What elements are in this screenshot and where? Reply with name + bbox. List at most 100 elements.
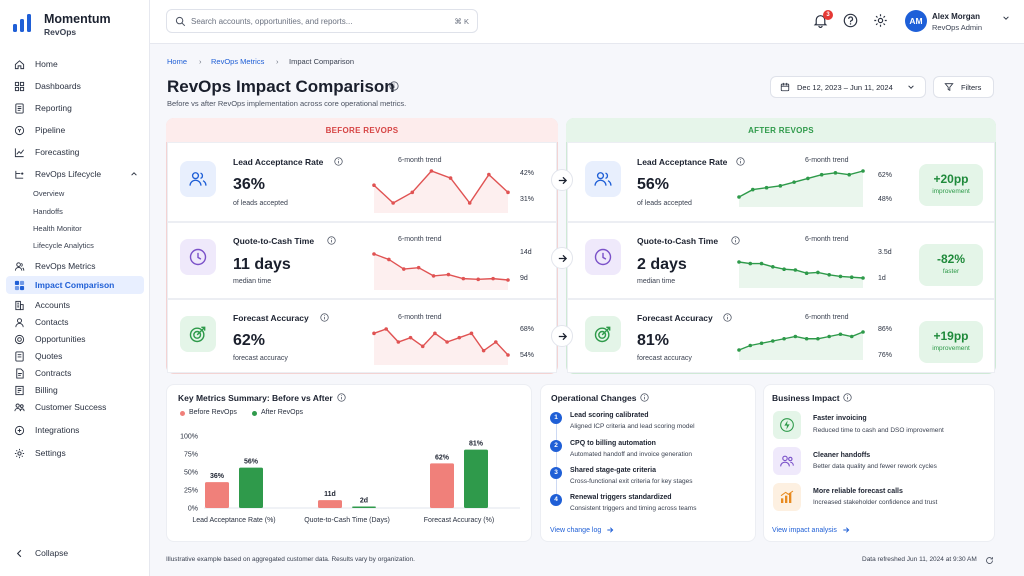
sparkline-point bbox=[759, 261, 764, 266]
info-icon[interactable] bbox=[736, 157, 745, 166]
collapse-button[interactable]: Collapse bbox=[6, 544, 144, 562]
date-range-picker[interactable]: Dec 12, 2023 – Jun 11, 2024 bbox=[770, 76, 926, 98]
chevron-down-icon[interactable] bbox=[1002, 14, 1010, 22]
sparkline-line bbox=[373, 328, 509, 356]
metric-caption: forecast accuracy bbox=[233, 355, 288, 362]
metric-caption: of leads accepted bbox=[637, 200, 692, 207]
trend-chart-after bbox=[737, 169, 865, 207]
trend-chart-after bbox=[737, 260, 865, 288]
trend-icon bbox=[14, 147, 24, 157]
step-title: Renewal triggers standardized bbox=[570, 494, 672, 501]
sidebar-subitem-health-monitor[interactable]: Health Monitor bbox=[33, 224, 82, 233]
trend-high: 68% bbox=[520, 326, 535, 333]
info-icon[interactable] bbox=[843, 393, 852, 402]
sparkline-point bbox=[737, 260, 741, 264]
step-desc: Automated handoff and invoice generation bbox=[570, 451, 693, 458]
sidebar-item-forecasting[interactable]: Forecasting bbox=[6, 143, 144, 161]
sidebar-item-settings[interactable]: Settings bbox=[6, 444, 144, 462]
refresh-icon[interactable] bbox=[985, 556, 994, 565]
view-change-log-link[interactable]: View change log bbox=[550, 526, 614, 534]
bar-after bbox=[352, 506, 376, 508]
info-icon[interactable] bbox=[389, 81, 399, 91]
info-icon[interactable] bbox=[337, 393, 346, 402]
compare-icon bbox=[14, 280, 25, 290]
arrow-right-icon bbox=[558, 332, 567, 340]
sidebar-item-quotes[interactable]: Quotes bbox=[6, 347, 144, 365]
sparkline-point bbox=[861, 330, 865, 334]
user-name[interactable]: Alex Morgan bbox=[932, 12, 981, 21]
sidebar-item-contracts[interactable]: Contracts bbox=[6, 364, 144, 382]
sparkline-point bbox=[806, 176, 810, 181]
sidebar-item-dashboards[interactable]: Dashboards bbox=[6, 77, 144, 95]
metric-title: Quote-to-Cash Time bbox=[637, 236, 719, 246]
y-tick-label: 25% bbox=[184, 488, 198, 495]
impact-item-title: Faster invoicing bbox=[813, 415, 867, 422]
timeline-line bbox=[556, 420, 557, 502]
operations-card bbox=[540, 384, 756, 542]
sidebar-item-impact-comparison[interactable]: Impact Comparison bbox=[6, 276, 144, 294]
link-label: View change log bbox=[550, 526, 602, 534]
sparkline-area bbox=[374, 254, 508, 290]
summary-title: Key Metrics Summary: Before vs After bbox=[178, 393, 333, 403]
metric-value-before: 62% bbox=[233, 332, 266, 349]
avatar[interactable]: AM bbox=[905, 10, 927, 32]
settings-gear-icon[interactable] bbox=[873, 13, 888, 28]
sparkline-line bbox=[738, 261, 864, 279]
metric-value-after: 81% bbox=[637, 332, 670, 349]
trend-low: 54% bbox=[520, 352, 535, 359]
search-input[interactable]: Search accounts, opportunities, and repo… bbox=[166, 9, 478, 33]
sparkline-point bbox=[396, 340, 401, 344]
sidebar-item-billing[interactable]: Billing bbox=[6, 381, 144, 399]
sidebar-subitem-overview[interactable]: Overview bbox=[33, 189, 65, 198]
chevron-up-icon[interactable] bbox=[130, 170, 138, 178]
sidebar-item-integrations[interactable]: Integrations bbox=[6, 421, 144, 439]
impact-icon-box bbox=[773, 483, 801, 511]
impact-card bbox=[763, 384, 995, 542]
success-icon bbox=[14, 403, 25, 411]
info-icon[interactable] bbox=[640, 393, 649, 402]
metric-value-after: 56% bbox=[637, 176, 670, 193]
delta-value: +20pp bbox=[933, 172, 969, 186]
sidebar-item-contacts[interactable]: Contacts bbox=[6, 313, 144, 331]
sparkline-point bbox=[771, 265, 775, 269]
sidebar-item-revops-metrics[interactable]: RevOps Metrics bbox=[6, 257, 144, 275]
sparkline-area bbox=[374, 171, 508, 213]
app-subtitle: RevOps bbox=[44, 27, 77, 37]
sparkline-point bbox=[461, 276, 466, 281]
sidebar-item-pipeline[interactable]: Pipeline bbox=[6, 121, 144, 139]
sidebar-item-home[interactable]: Home bbox=[6, 55, 144, 73]
metric-title: Lead Acceptance Rate bbox=[233, 157, 324, 167]
trend-chart-before bbox=[372, 327, 510, 365]
bell-icon[interactable] bbox=[813, 13, 828, 28]
sidebar-item-label: Customer Success bbox=[35, 402, 107, 412]
info-icon[interactable] bbox=[731, 236, 740, 245]
breadcrumb-revops-metrics[interactable]: RevOps Metrics bbox=[211, 57, 265, 66]
breadcrumb-home[interactable]: Home bbox=[167, 57, 188, 66]
bar-value-label: 56% bbox=[244, 459, 259, 466]
step-title: Shared stage-gate criteria bbox=[570, 467, 656, 474]
filters-button[interactable]: Filters bbox=[933, 76, 994, 98]
sidebar-item-customer-success[interactable]: Customer Success bbox=[6, 398, 144, 416]
sidebar-subitem-lifecycle-analytics[interactable]: Lifecycle Analytics bbox=[33, 241, 94, 250]
sidebar-item-opportunities[interactable]: Opportunities bbox=[6, 330, 144, 348]
sparkline-area bbox=[739, 262, 863, 288]
sparkline-point bbox=[416, 265, 421, 270]
info-icon[interactable] bbox=[723, 313, 732, 322]
sparkline-area bbox=[739, 332, 863, 360]
trend-low: 9d bbox=[520, 275, 528, 282]
bolt-icon bbox=[780, 418, 794, 432]
help-icon[interactable] bbox=[843, 13, 858, 28]
view-impact-analysis-link[interactable]: View impact analysis bbox=[772, 526, 850, 534]
legend-before: Before RevOps bbox=[189, 409, 237, 416]
sidebar-item-accounts[interactable]: Accounts bbox=[6, 296, 144, 314]
step-title: CPQ to billing automation bbox=[570, 440, 656, 447]
user-role: RevOps Admin bbox=[932, 23, 983, 32]
info-icon[interactable] bbox=[320, 313, 329, 322]
sidebar-subitem-handoffs[interactable]: Handoffs bbox=[33, 207, 63, 216]
info-icon[interactable] bbox=[327, 236, 336, 245]
sidebar-item-revops-lifecycle[interactable]: RevOps Lifecycle bbox=[6, 165, 144, 183]
sparkline-point bbox=[759, 341, 764, 346]
sparkline-point bbox=[782, 336, 786, 341]
sidebar-item-reporting[interactable]: Reporting bbox=[6, 99, 144, 117]
info-icon[interactable] bbox=[334, 157, 343, 166]
